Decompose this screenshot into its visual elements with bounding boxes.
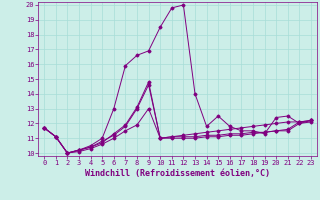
X-axis label: Windchill (Refroidissement éolien,°C): Windchill (Refroidissement éolien,°C) <box>85 169 270 178</box>
